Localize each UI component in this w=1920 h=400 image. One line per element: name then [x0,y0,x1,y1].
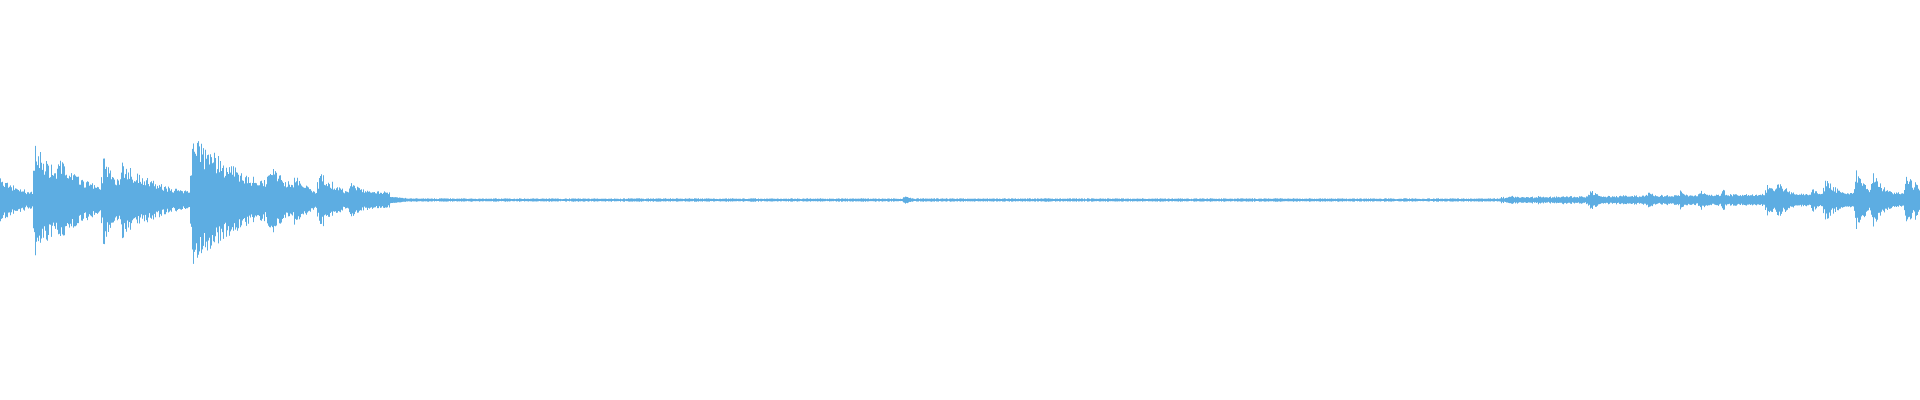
waveform-path [0,141,1920,264]
waveform-columns [0,141,1920,264]
